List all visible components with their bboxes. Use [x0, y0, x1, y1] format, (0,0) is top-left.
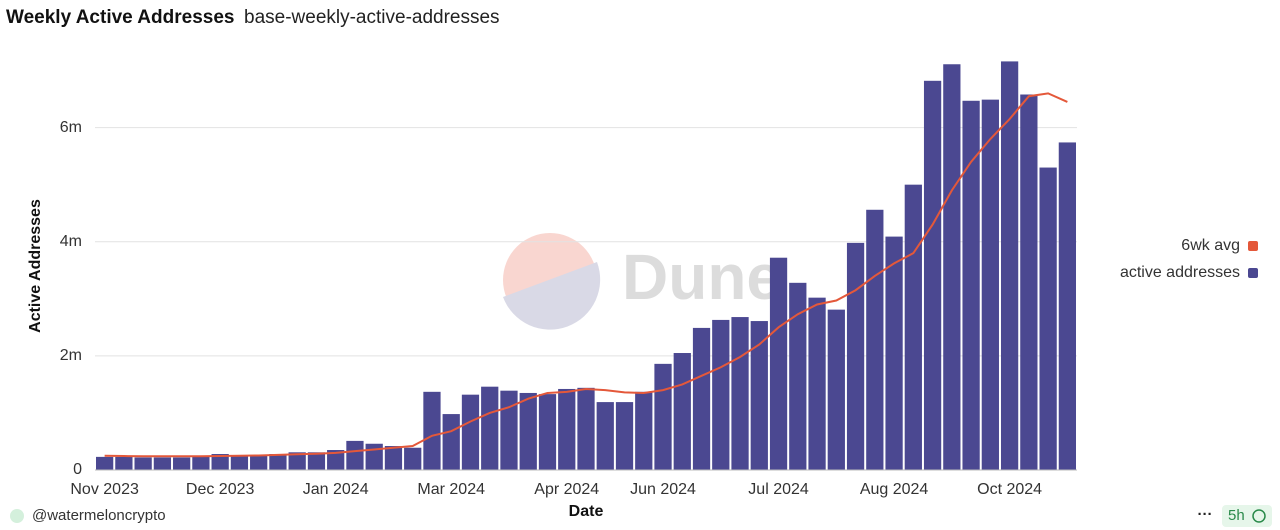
x-tick-label: Jul 2024: [748, 481, 809, 498]
bar: [423, 391, 441, 470]
bar: [442, 414, 460, 470]
bar: [519, 392, 537, 470]
bar: [115, 456, 133, 470]
bar: [692, 327, 711, 470]
watermark: Dune: [622, 241, 782, 313]
bar: [654, 363, 672, 470]
bar: [866, 209, 884, 470]
bar: [789, 282, 807, 470]
legend-label: 6wk avg: [1181, 237, 1240, 254]
legend-swatch: [1248, 268, 1258, 278]
bar: [673, 353, 691, 470]
bar: [577, 387, 595, 470]
x-tick-label: Jan 2024: [303, 481, 369, 498]
bar: [288, 452, 306, 470]
bar: [1020, 94, 1038, 470]
bar: [1000, 61, 1019, 470]
bar: [1058, 142, 1076, 471]
x-tick-label: Dec 2023: [186, 481, 255, 498]
bar: [615, 402, 634, 470]
y-axis-label: Active Addresses: [27, 199, 44, 333]
x-tick-label: Mar 2024: [417, 481, 485, 498]
y-tick-label: 0: [73, 461, 82, 478]
bar: [96, 456, 114, 470]
y-tick-label: 6m: [60, 119, 82, 136]
bar: [365, 443, 383, 470]
bar: [923, 80, 942, 471]
bar: [384, 446, 403, 470]
author[interactable]: @watermeloncrypto: [32, 507, 166, 524]
age: 5h: [1228, 507, 1245, 524]
bar: [346, 440, 364, 470]
bar: [943, 64, 961, 471]
bar: [481, 386, 499, 470]
legend-swatch: [1248, 241, 1258, 251]
bar: [250, 455, 268, 470]
chart-subtitle: base-weekly-active-addresses: [244, 7, 500, 28]
bar: [558, 388, 576, 470]
bar: [846, 242, 865, 470]
bar: [173, 457, 191, 470]
bar: [731, 317, 749, 470]
bar: [769, 257, 788, 470]
bar: [712, 319, 730, 470]
bar: [230, 455, 249, 470]
bar: [962, 100, 980, 471]
x-tick-label: Oct 2024: [977, 481, 1042, 498]
bar: [596, 402, 614, 470]
watermark-logo: [503, 262, 601, 330]
bar: [500, 390, 518, 470]
bar: [1039, 167, 1057, 470]
legend-label: active addresses: [1120, 264, 1240, 281]
bar: [269, 454, 287, 470]
author-avatar: [10, 509, 24, 523]
bar: [981, 99, 999, 471]
bar: [307, 452, 326, 470]
chart-title: Weekly Active Addresses: [6, 7, 234, 28]
x-tick-label: Aug 2024: [860, 481, 929, 498]
bar: [404, 447, 422, 470]
bar: [827, 309, 845, 470]
bar: [904, 184, 922, 470]
bar: [635, 391, 653, 470]
bar: [134, 457, 152, 470]
y-tick-label: 2m: [60, 347, 82, 364]
bar: [538, 394, 557, 470]
y-tick-label: 4m: [60, 233, 82, 250]
x-tick-label: Nov 2023: [70, 481, 139, 498]
bar: [192, 456, 210, 470]
avg-line: [104, 92, 1068, 458]
x-axis-label: Date: [569, 503, 604, 520]
verified-icon: [1252, 509, 1266, 523]
bar: [808, 297, 826, 470]
bar: [153, 457, 172, 470]
menu[interactable]: ···: [1198, 506, 1213, 523]
x-tick-label: Jun 2024: [630, 481, 696, 498]
bar: [885, 236, 903, 470]
bar: [750, 321, 768, 470]
x-tick-label: Apr 2024: [534, 481, 599, 498]
bar: [461, 394, 480, 470]
bar: [211, 454, 229, 470]
bar: [327, 450, 345, 470]
